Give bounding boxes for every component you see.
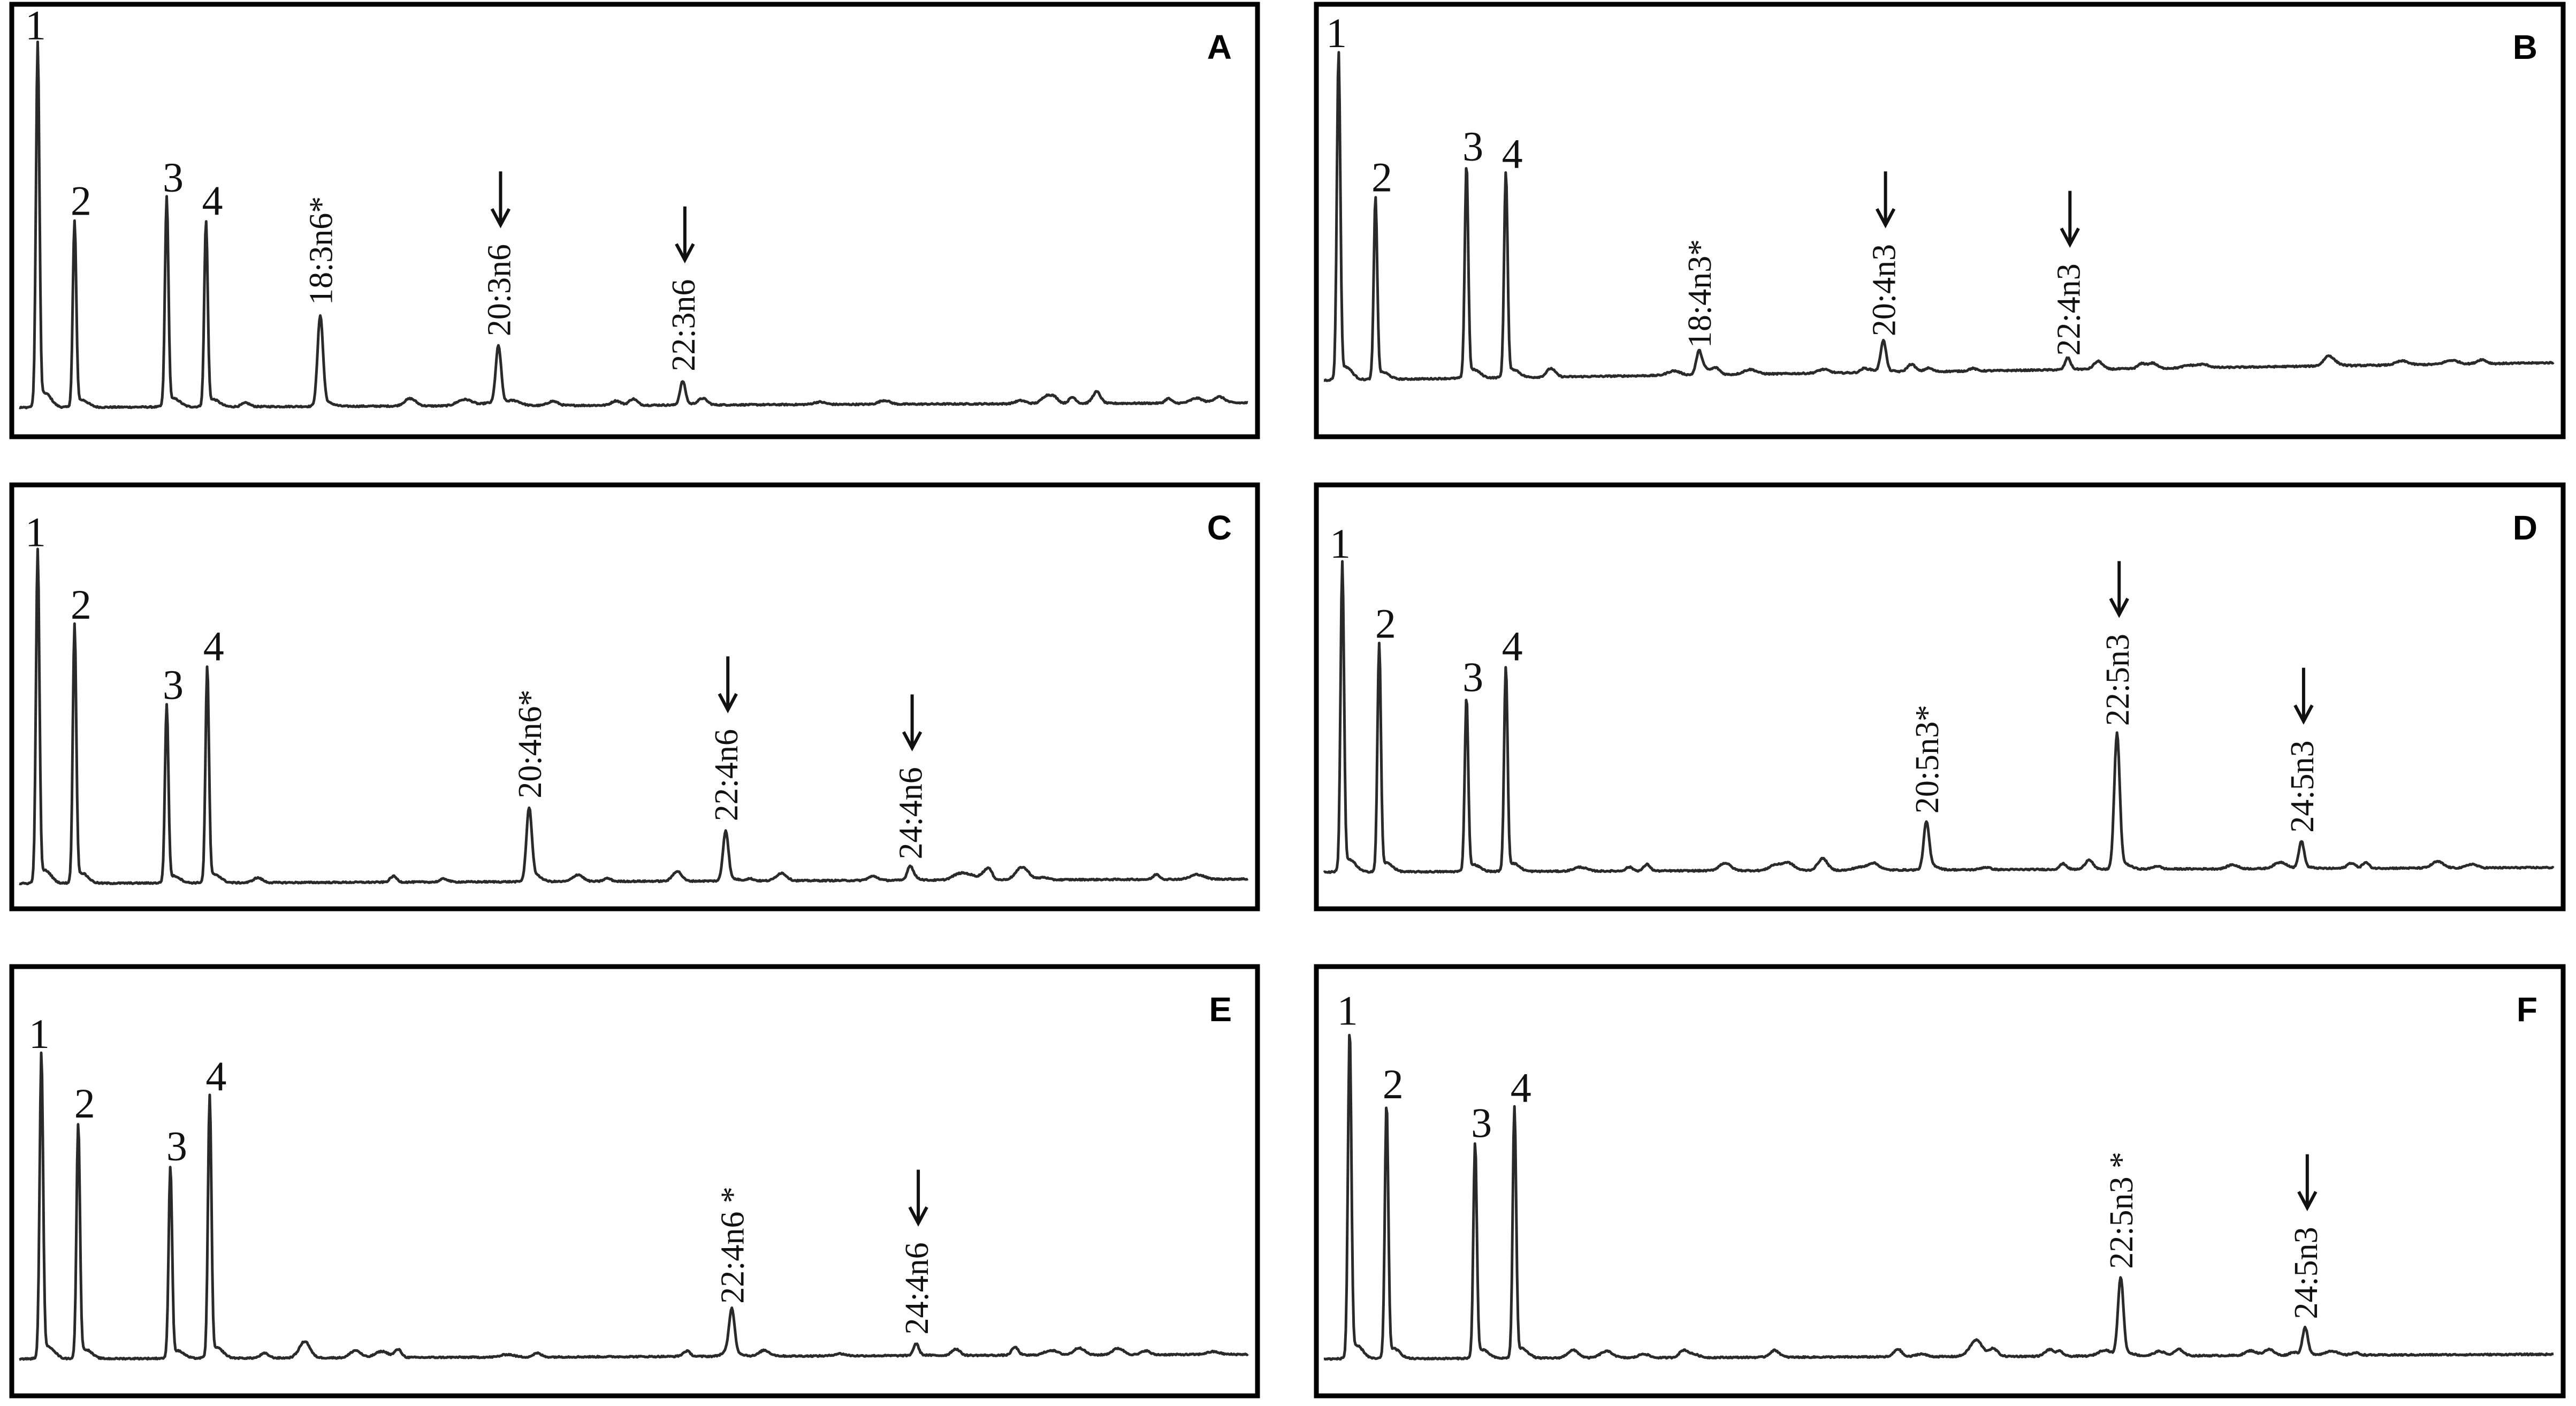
peak-label: 1 <box>25 509 46 556</box>
peak-label: 2 <box>1375 600 1396 647</box>
panel-frame <box>1314 2 2566 439</box>
peak-label: 1 <box>1337 987 1358 1034</box>
peak-arrow <box>718 656 738 713</box>
peak-label: 1 <box>25 2 46 49</box>
panel-frame <box>9 2 1260 439</box>
peak-label: 3 <box>166 1122 187 1169</box>
peak-label: 18:3n6* <box>303 196 340 305</box>
peak-label: 4 <box>202 177 223 224</box>
panel-e: 12 34 22:4n6 * 24:4n6 E <box>9 964 1260 1399</box>
peak-label: 22:4n6 <box>708 729 745 821</box>
panel-b: 1 2 3 4 18:4n3* 20:4n3 22:4n3 B <box>1314 2 2566 439</box>
peak-label: 22:4n3 <box>2051 263 2087 355</box>
peak-arrow <box>2297 1154 2318 1211</box>
chromatogram-trace <box>1323 51 2555 382</box>
peak-label: 4 <box>1502 623 1523 670</box>
peak-label: 2 <box>71 177 92 224</box>
peak-label: 20:3n6 <box>481 244 517 336</box>
panel-frame <box>1314 964 2566 1399</box>
chromatogram-trace <box>19 40 1248 409</box>
chromatogram-trace <box>19 548 1249 885</box>
panel-d: 12 34 20:5n3* 22:5n3 24:5n3 D <box>1314 482 2566 911</box>
panel-letter: B <box>2513 28 2537 66</box>
panel-a: 1 2 34 18:3n6* 20:3n6 22:3n6 A <box>9 2 1260 439</box>
peak-label: 20:5n3* <box>1909 705 1946 814</box>
chromatogram-trace <box>1323 560 2555 874</box>
peak-arrow <box>908 1169 928 1227</box>
peak-arrow <box>1875 171 1896 229</box>
panel-letter: A <box>1207 28 1232 66</box>
panel-letter: D <box>2513 508 2537 547</box>
peak-label: 22:5n3 <box>2100 634 2136 726</box>
peak-label: 2 <box>1371 154 1392 201</box>
peak-label: 22:5n3 * <box>2104 1152 2140 1269</box>
peak-label: 3 <box>1471 1099 1492 1146</box>
panel-c: 12 34 20:4n6* 22:4n6 24:4n6 C <box>9 482 1260 911</box>
peak-label: 2 <box>71 581 92 628</box>
peak-label: 24:4n6 <box>893 767 929 859</box>
peak-label: 18:4n3* <box>1682 239 1718 348</box>
peak-label: 22:4n6 * <box>715 1187 751 1304</box>
panel-f: 12 34 22:5n3 * 24:5n3 F <box>1314 964 2566 1399</box>
panel-frame <box>9 482 1260 911</box>
peak-label: 24:5n3 <box>2288 1227 2325 1319</box>
peak-label: 4 <box>1511 1065 1531 1111</box>
panel-letter: E <box>1209 990 1232 1029</box>
peak-label: 4 <box>205 1053 226 1099</box>
peak-arrow <box>490 171 511 229</box>
panel-frame <box>9 964 1260 1399</box>
peak-label: 24:4n6 <box>899 1242 935 1334</box>
peak-arrow <box>902 694 923 751</box>
peak-label: 3 <box>1462 123 1483 169</box>
chromatogram-trace <box>19 1051 1249 1361</box>
peak-label: 22:3n6 <box>666 279 702 371</box>
peak-arrow <box>2109 561 2129 618</box>
peak-label: 4 <box>1502 131 1523 177</box>
peak-label: 1 <box>1330 520 1351 567</box>
peak-arrow <box>2293 667 2314 725</box>
peak-label: 20:4n3 <box>1866 244 1903 336</box>
panel-letter: C <box>1207 508 1232 547</box>
panel-letter: F <box>2517 990 2537 1029</box>
chromatogram-trace <box>1323 1033 2554 1361</box>
peak-label: 3 <box>163 154 184 201</box>
peak-label: 3 <box>1462 653 1483 700</box>
peak-label: 1 <box>29 1010 50 1057</box>
peak-label: 24:5n3 <box>2284 740 2321 832</box>
peak-label: 2 <box>74 1080 95 1127</box>
peak-label: 20:4n6* <box>512 689 548 798</box>
peak-arrow <box>675 206 695 264</box>
peak-label: 1 <box>1326 10 1347 56</box>
panel-frame <box>1314 482 2566 911</box>
peak-label: 2 <box>1383 1061 1404 1107</box>
peak-label: 3 <box>163 661 184 708</box>
peak-arrow <box>2060 191 2080 248</box>
peak-label: 4 <box>203 623 224 670</box>
